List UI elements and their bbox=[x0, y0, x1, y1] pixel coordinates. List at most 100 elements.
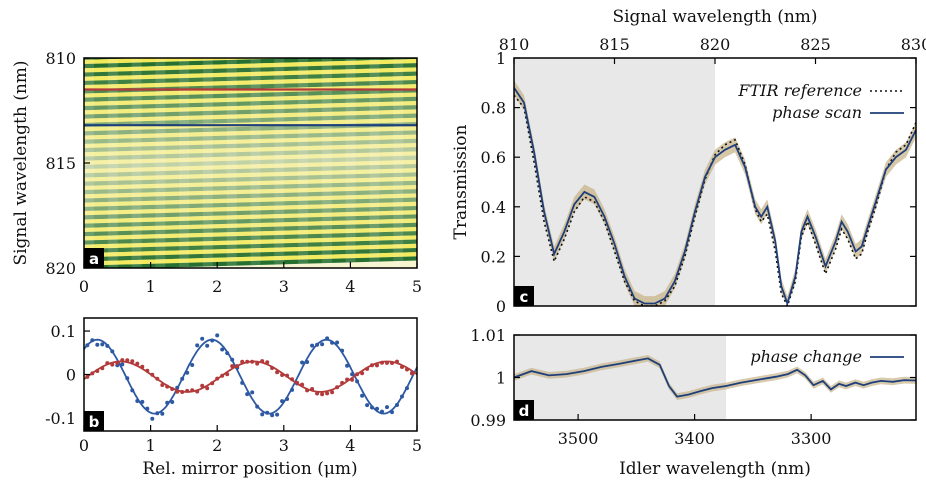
ytick-label: 1 bbox=[496, 369, 506, 388]
ytick-label: 820 bbox=[45, 259, 76, 278]
panel-d-xlabel: Idler wavelength (nm) bbox=[619, 459, 811, 479]
data-point-1 bbox=[335, 385, 339, 389]
data-point-1 bbox=[240, 360, 244, 364]
data-point-1 bbox=[140, 365, 144, 369]
data-point-0 bbox=[400, 395, 404, 399]
data-point-0 bbox=[120, 362, 124, 366]
ytick-label: 0.99 bbox=[470, 411, 506, 430]
data-point-0 bbox=[340, 349, 344, 353]
data-point-0 bbox=[185, 371, 189, 375]
data-point-0 bbox=[220, 348, 224, 352]
data-point-1 bbox=[175, 390, 179, 394]
panel-b-frame bbox=[84, 318, 417, 431]
data-point-0 bbox=[95, 343, 99, 347]
data-point-0 bbox=[140, 400, 144, 404]
data-point-1 bbox=[325, 391, 329, 395]
xtick-label: 3 bbox=[279, 277, 289, 296]
data-point-1 bbox=[90, 371, 94, 375]
data-point-0 bbox=[395, 403, 399, 407]
data-point-0 bbox=[305, 360, 309, 364]
data-point-1 bbox=[250, 360, 254, 364]
data-point-1 bbox=[350, 378, 354, 382]
data-point-1 bbox=[230, 364, 234, 368]
data-point-1 bbox=[340, 381, 344, 385]
ytick-label: 0.8 bbox=[481, 99, 506, 118]
panel-a-tag: a bbox=[89, 250, 99, 268]
data-point-0 bbox=[380, 410, 384, 414]
data-point-1 bbox=[150, 373, 154, 377]
data-point-0 bbox=[390, 410, 394, 414]
heatmap bbox=[64, 46, 437, 271]
xtick-label: 2 bbox=[212, 277, 222, 296]
data-point-1 bbox=[305, 388, 309, 392]
data-point-0 bbox=[375, 407, 379, 411]
fit-curve-1 bbox=[84, 362, 417, 392]
data-point-1 bbox=[180, 390, 184, 394]
panel-c-tag: c bbox=[520, 288, 529, 306]
data-point-1 bbox=[105, 361, 109, 365]
data-point-1 bbox=[345, 378, 349, 382]
data-point-0 bbox=[100, 342, 104, 346]
legend-label-phase-change: phase change bbox=[750, 347, 862, 366]
data-point-1 bbox=[220, 374, 224, 378]
data-point-1 bbox=[400, 365, 404, 369]
panel-b: 0.10-0.10 1 2 3 4 5 b Rel. mirror position (μ… bbox=[45, 318, 422, 479]
data-point-1 bbox=[115, 361, 119, 365]
data-point-1 bbox=[205, 386, 209, 390]
top-xtick-label: 820 bbox=[700, 35, 731, 54]
panel-a-ylabel: Signal wavelength (nm) bbox=[11, 60, 31, 265]
legend-label-ftir: FTIR reference bbox=[737, 81, 862, 100]
panel-c-top-xlabel: Signal wavelength (nm) bbox=[612, 7, 817, 27]
data-point-1 bbox=[275, 370, 279, 374]
data-point-0 bbox=[150, 417, 154, 421]
data-point-1 bbox=[360, 371, 364, 375]
xtick-label: 0 bbox=[79, 277, 89, 296]
data-point-1 bbox=[270, 366, 274, 370]
data-point-1 bbox=[255, 362, 259, 366]
data-point-0 bbox=[350, 372, 354, 376]
data-point-0 bbox=[90, 338, 94, 342]
ytick-label: 0 bbox=[66, 366, 76, 385]
data-point-0 bbox=[325, 336, 329, 340]
data-point-1 bbox=[245, 360, 249, 364]
data-point-1 bbox=[195, 390, 199, 394]
data-point-1 bbox=[355, 372, 359, 376]
data-point-1 bbox=[215, 377, 219, 381]
ytick-label: 0.6 bbox=[481, 148, 506, 167]
data-point-0 bbox=[195, 343, 199, 347]
data-point-0 bbox=[155, 411, 159, 415]
data-point-0 bbox=[125, 376, 129, 380]
data-point-1 bbox=[95, 369, 99, 373]
data-point-1 bbox=[120, 358, 124, 362]
panel-c-shaded-region bbox=[514, 58, 715, 306]
data-point-0 bbox=[285, 397, 289, 401]
data-point-1 bbox=[405, 368, 409, 372]
data-point-1 bbox=[300, 383, 304, 387]
data-point-0 bbox=[315, 343, 319, 347]
data-point-1 bbox=[390, 361, 394, 365]
top-xtick-label: 830 bbox=[901, 35, 926, 54]
data-point-0 bbox=[85, 343, 89, 347]
data-point-1 bbox=[320, 392, 324, 396]
top-xtick-label: 825 bbox=[800, 35, 831, 54]
data-point-0 bbox=[215, 333, 219, 337]
xtick-label: 1 bbox=[146, 277, 156, 296]
data-point-1 bbox=[365, 367, 369, 371]
data-point-0 bbox=[360, 394, 364, 398]
panel-b-plot bbox=[84, 333, 417, 420]
data-point-1 bbox=[385, 361, 389, 365]
panel-c: 1 0.8 0.6 0.4 0.2 0 810 815 820 825 830 Signal wav… bbox=[451, 7, 926, 316]
data-point-0 bbox=[345, 364, 349, 368]
data-point-0 bbox=[135, 399, 139, 403]
data-point-0 bbox=[205, 344, 209, 348]
data-point-0 bbox=[320, 342, 324, 346]
panel-d-tag: d bbox=[519, 402, 530, 420]
panel-b-xlabel: Rel. mirror position (μm) bbox=[142, 459, 357, 479]
data-point-1 bbox=[185, 389, 189, 393]
data-point-1 bbox=[380, 361, 384, 365]
xtick-label: 3500 bbox=[558, 429, 599, 448]
panel-d-legend: phase change bbox=[750, 347, 904, 366]
ytick-label: 0.2 bbox=[481, 247, 506, 266]
data-point-1 bbox=[315, 392, 319, 396]
